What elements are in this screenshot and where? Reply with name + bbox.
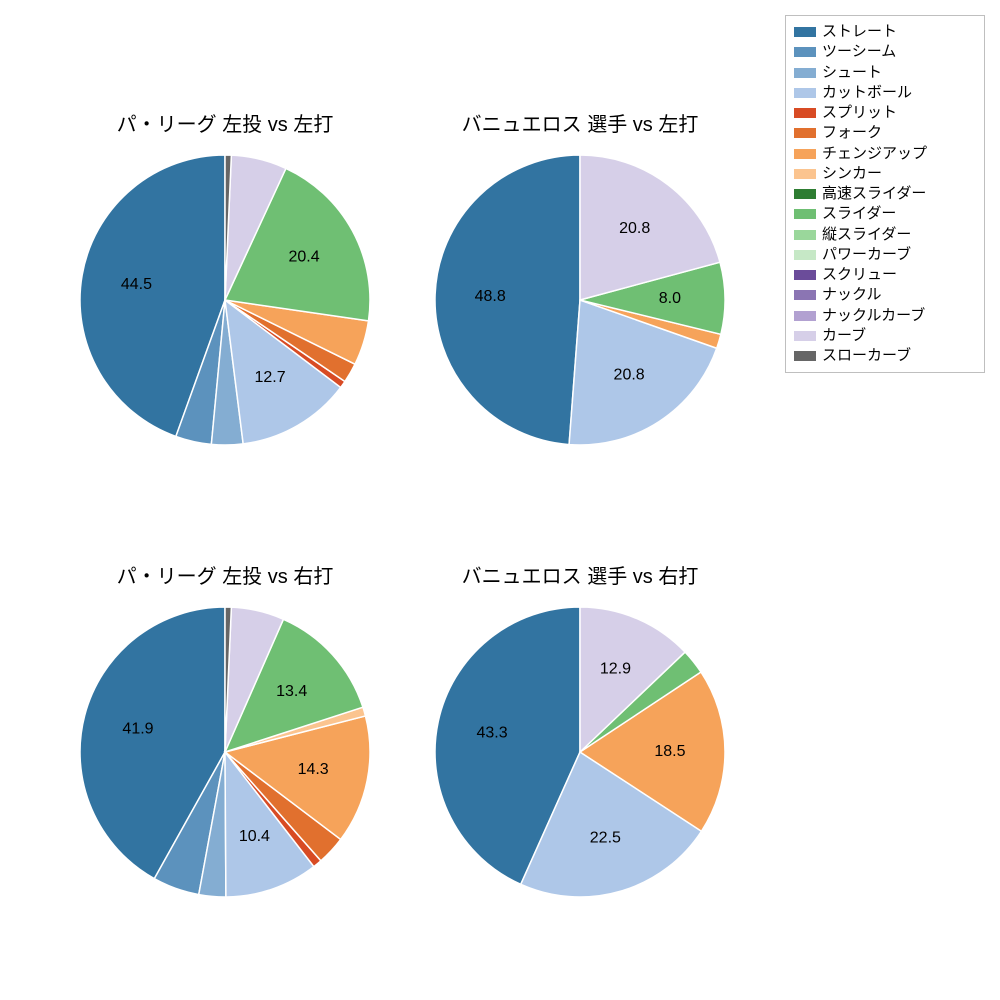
legend-item: スクリュー (794, 265, 976, 285)
pie-slice (435, 155, 580, 445)
legend-swatch (794, 290, 816, 300)
legend-item: 縦スライダー (794, 225, 976, 245)
slice-label: 20.4 (288, 248, 319, 265)
slice-label: 22.5 (590, 829, 621, 846)
legend-label: チェンジアップ (822, 144, 927, 164)
legend-swatch (794, 47, 816, 57)
slice-label: 10.4 (239, 828, 270, 845)
legend-label: スローカーブ (822, 346, 911, 366)
legend-swatch (794, 311, 816, 321)
legend-item: ナックル (794, 285, 976, 305)
slice-label: 44.5 (121, 276, 152, 293)
legend-item: フォーク (794, 123, 976, 143)
legend-label: ナックル (822, 285, 882, 305)
legend-label: フォーク (822, 123, 882, 143)
legend-item: ツーシーム (794, 42, 976, 62)
legend-item: チェンジアップ (794, 144, 976, 164)
legend-item: カーブ (794, 326, 976, 346)
legend-item: シンカー (794, 164, 976, 184)
legend-swatch (794, 209, 816, 219)
slice-label: 14.3 (298, 761, 329, 778)
chart-title: バニュエロス 選手 vs 右打 (380, 560, 780, 589)
slice-label: 43.3 (477, 724, 508, 741)
legend-swatch (794, 351, 816, 361)
chart-title: パ・リーグ 左投 vs 左打 (25, 108, 425, 137)
legend-swatch (794, 230, 816, 240)
slice-label: 12.7 (254, 369, 285, 386)
legend-label: シュート (822, 63, 882, 83)
legend-label: ナックルカーブ (822, 306, 925, 326)
legend-label: 高速スライダー (822, 184, 926, 204)
legend-item: スローカーブ (794, 346, 976, 366)
legend-item: シュート (794, 63, 976, 83)
legend-swatch (794, 169, 816, 179)
legend-swatch (794, 27, 816, 37)
legend-label: スライダー (822, 204, 896, 224)
legend-swatch (794, 149, 816, 159)
legend-item: パワーカーブ (794, 245, 976, 265)
legend-item: 高速スライダー (794, 184, 976, 204)
legend-swatch (794, 270, 816, 280)
slice-label: 20.8 (619, 220, 650, 237)
slice-label: 12.9 (600, 661, 631, 678)
legend-label: パワーカーブ (822, 245, 911, 265)
legend-item: スプリット (794, 103, 976, 123)
legend-label: 縦スライダー (822, 225, 911, 245)
chart-title: パ・リーグ 左投 vs 右打 (25, 560, 425, 589)
slice-label: 41.9 (122, 721, 153, 738)
slice-label: 48.8 (475, 288, 506, 305)
legend-swatch (794, 250, 816, 260)
pie-chart: 44.5 12.7 20.4 (78, 153, 372, 447)
legend: ストレートツーシームシュートカットボールスプリットフォークチェンジアップシンカー… (785, 15, 985, 373)
legend-item: スライダー (794, 204, 976, 224)
legend-label: カットボール (822, 83, 912, 103)
chart-container: ストレートツーシームシュートカットボールスプリットフォークチェンジアップシンカー… (0, 0, 1000, 1000)
legend-label: スプリット (822, 103, 897, 123)
legend-swatch (794, 189, 816, 199)
legend-label: ツーシーム (822, 42, 896, 62)
legend-swatch (794, 331, 816, 341)
pie-chart: 48.8 20.8 8.0 20.8 (433, 153, 727, 447)
legend-label: スクリュー (822, 265, 897, 285)
legend-swatch (794, 108, 816, 118)
legend-label: シンカー (822, 164, 882, 184)
legend-swatch (794, 128, 816, 138)
slice-label: 20.8 (614, 367, 645, 384)
pie-chart: 43.3 22.5 18.5 12.9 (433, 605, 727, 899)
legend-item: ナックルカーブ (794, 306, 976, 326)
pie-chart: 41.9 10.4 14.3 13.4 (78, 605, 372, 899)
legend-item: カットボール (794, 83, 976, 103)
legend-swatch (794, 88, 816, 98)
slice-label: 18.5 (654, 743, 685, 760)
slice-label: 8.0 (659, 290, 681, 307)
legend-label: カーブ (822, 326, 866, 346)
legend-swatch (794, 68, 816, 78)
legend-label: ストレート (822, 22, 897, 42)
legend-item: ストレート (794, 22, 976, 42)
chart-title: バニュエロス 選手 vs 左打 (380, 108, 780, 137)
slice-label: 13.4 (276, 683, 307, 700)
